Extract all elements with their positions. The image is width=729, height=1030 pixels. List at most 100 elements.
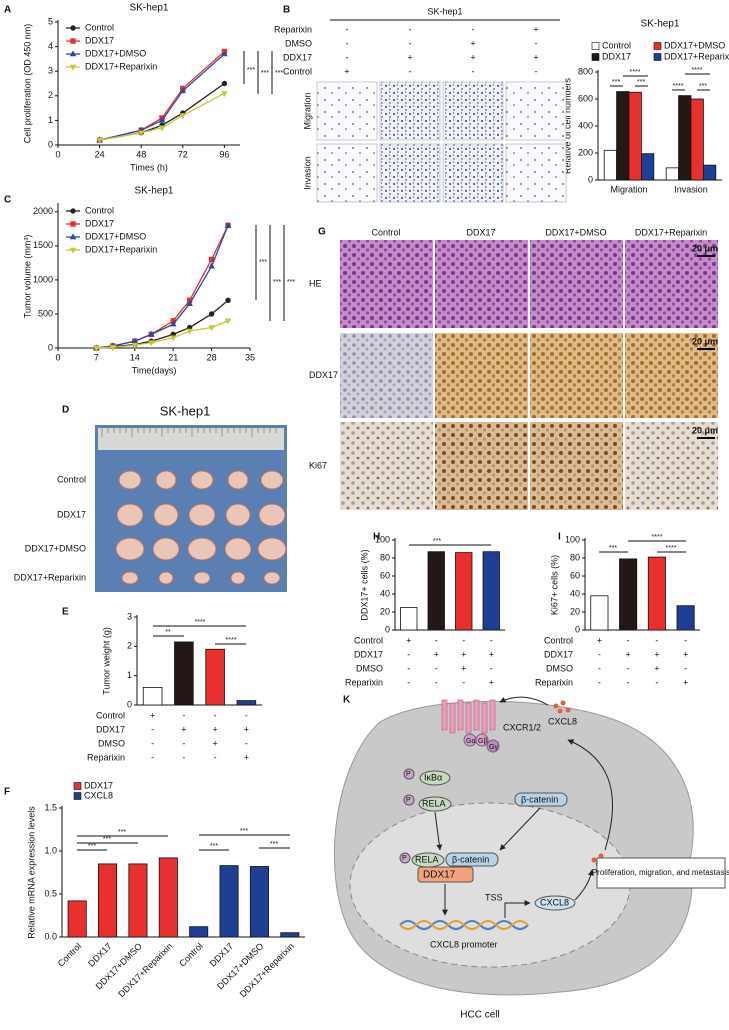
condition-sign: + [597, 635, 602, 645]
tumor [230, 571, 246, 585]
tumor [227, 470, 249, 490]
x-tick-label: DDX17 [208, 941, 236, 969]
marker [69, 247, 77, 254]
micrograph [530, 240, 623, 328]
condition-label: Reparixin [345, 677, 383, 687]
condition-sign: - [245, 710, 248, 720]
g-alpha: Gα [466, 738, 476, 745]
y-tick-label: 200 [578, 147, 593, 157]
ruler [98, 428, 284, 450]
condition-sign: + [434, 649, 439, 659]
bar [676, 605, 695, 631]
condition-sign: - [346, 24, 349, 34]
panel-letter: F [4, 787, 10, 798]
bar [647, 556, 666, 631]
y-axis-label: Tumor weight (g) [101, 627, 111, 695]
tumor [152, 537, 180, 561]
bar [619, 558, 638, 631]
legend-label: DDX17+Reparixin [85, 244, 157, 254]
y-tick-label: 0 [48, 139, 53, 149]
significance-label: **** [673, 83, 684, 90]
panel-letter: C [4, 195, 11, 206]
panel-letter: K [343, 695, 351, 706]
condition-sign: - [684, 635, 687, 645]
y-tick-label: 60 [570, 570, 580, 580]
marker [186, 328, 193, 335]
row-label: Invasion [302, 156, 312, 190]
significance-label: **** [666, 545, 677, 552]
condition-sign: + [683, 677, 688, 687]
marker [147, 340, 155, 347]
series-line [96, 299, 229, 349]
row-label: Control [57, 474, 86, 484]
bar [67, 900, 87, 938]
tumor [153, 503, 179, 527]
y-tick-label: 0.0 [44, 931, 57, 941]
legend-swatch [591, 53, 600, 61]
scale-label: 20 μm [692, 425, 718, 435]
micrograph-title: SK-hep1 [427, 6, 462, 16]
condition-sign: + [244, 752, 249, 762]
condition-sign: - [655, 677, 658, 687]
legend-label: DDX17 [85, 218, 114, 228]
column-label: DDX17 [466, 227, 495, 237]
condition-sign: + [489, 649, 494, 659]
condition-sign: - [472, 24, 475, 34]
y-tick-label: 1500 [33, 240, 53, 250]
condition-label: DMSO [356, 663, 383, 673]
x-tick-label: 14 [130, 352, 140, 362]
bcatenin-label: β-catenin [452, 854, 489, 864]
micrograph [435, 240, 528, 328]
marker [208, 311, 215, 317]
significance-label: ** [165, 629, 171, 636]
condition-label: Control [354, 635, 383, 645]
bar [427, 551, 445, 631]
tumor [258, 503, 286, 527]
marker [179, 113, 187, 120]
marker [70, 38, 76, 44]
y-tick-label: 4 [48, 41, 53, 51]
bar [641, 153, 655, 181]
ligand-dots [553, 700, 571, 714]
marker [69, 50, 77, 57]
outcome-label: Proliferation, migration, and metastasis [592, 868, 729, 877]
y-axis-label: Tumor volume (mm³) [22, 235, 32, 319]
marker [137, 130, 145, 137]
rela-label: RELA [415, 854, 439, 864]
condition-sign: - [151, 724, 154, 734]
tumor [187, 537, 217, 561]
column-label: DDX17+Reparixin [635, 227, 707, 237]
arrow [499, 696, 549, 706]
condition-sign: - [182, 752, 185, 762]
ddx17-box [417, 866, 474, 883]
condition-sign: - [435, 663, 438, 673]
significance-label: *** [433, 538, 441, 545]
micrograph [442, 81, 504, 141]
legend-label: Control [602, 40, 631, 50]
tss-label: TSS [485, 892, 503, 902]
row-label: HE [309, 278, 322, 288]
condition-sign: - [407, 649, 410, 659]
tumor [193, 571, 211, 585]
condition-sign: + [533, 52, 538, 62]
significance-label: *** [699, 83, 707, 90]
significance-label: *** [118, 829, 126, 836]
dna [399, 920, 529, 930]
micrograph [379, 81, 441, 141]
legend-label: CXCL8 [84, 790, 113, 800]
cxcl8-mrna [534, 895, 576, 911]
condition-sign: + [654, 663, 659, 673]
y-axis-label: Relative mRNA expression levels [26, 806, 36, 939]
x-tick-label: Migration [610, 184, 647, 194]
panel-letter: D [62, 405, 69, 416]
bar [616, 91, 630, 181]
condition-sign: + [533, 24, 538, 34]
tumor [118, 470, 142, 490]
legend-label: DDX17 [84, 780, 113, 790]
panel-letter: I [558, 532, 561, 543]
significance-label: *** [270, 841, 278, 848]
bar [205, 648, 225, 706]
row-label: DDX17 [57, 509, 86, 519]
y-axis-label: Cell proliferation (OD 450 nm) [22, 24, 32, 144]
